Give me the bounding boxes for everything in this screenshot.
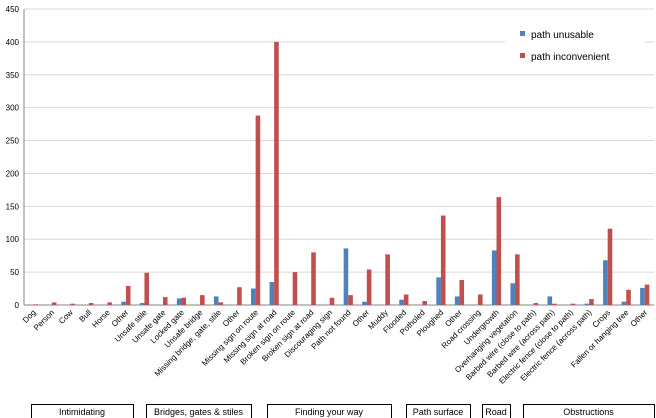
bar-path-inconvenient <box>70 303 75 305</box>
bar-path-inconvenient <box>348 295 353 305</box>
category-group-box <box>146 404 252 418</box>
x-tick-label: Person <box>32 308 56 332</box>
bar-path-unusable <box>269 281 275 305</box>
category-group-box <box>482 404 511 418</box>
bar-path-inconvenient <box>607 228 613 305</box>
y-tick-label: 450 <box>6 5 20 14</box>
bar-path-inconvenient <box>125 285 131 305</box>
bar-path-inconvenient <box>459 280 465 305</box>
bar-path-inconvenient <box>311 252 316 305</box>
category-group-label: Finding your way <box>295 407 364 417</box>
category-group-box <box>406 404 471 418</box>
bar-path-unusable <box>584 303 590 305</box>
bar-path-inconvenient <box>533 303 539 305</box>
bar-path-unusable <box>491 250 497 305</box>
bar-path-inconvenient <box>589 299 594 305</box>
x-tick-label: Other <box>629 308 650 329</box>
bar-path-unusable <box>251 288 256 305</box>
x-tick-label: Cow <box>57 308 75 326</box>
category-group-box <box>267 404 392 418</box>
y-tick-label: 50 <box>10 268 19 277</box>
bar-path-inconvenient <box>644 284 650 305</box>
bar-path-unusable <box>640 287 645 305</box>
bar-path-inconvenient <box>626 289 631 305</box>
category-group-box <box>523 404 655 418</box>
legend-entry: path unusable <box>531 30 594 41</box>
bar-path-inconvenient <box>570 303 576 305</box>
bar-path-inconvenient <box>88 303 94 305</box>
bar-path-inconvenient <box>107 302 112 305</box>
bar-path-inconvenient <box>274 41 279 305</box>
category-group-label: Bridges, gates & stiles <box>154 407 244 417</box>
y-tick-label: 350 <box>6 71 20 80</box>
bar-path-unusable <box>603 260 608 305</box>
bar-path-unusable <box>176 298 182 305</box>
bar-path-unusable <box>621 301 627 305</box>
bar-path-unusable <box>399 299 404 305</box>
bar-path-inconvenient <box>496 197 502 305</box>
category-group-label: Intimidating <box>59 407 105 417</box>
bar-path-inconvenient <box>237 287 242 305</box>
y-tick-label: 200 <box>6 169 20 178</box>
category-group-box <box>31 404 134 418</box>
x-tick-label: Horse <box>90 308 112 330</box>
bar-path-inconvenient <box>366 269 372 305</box>
legend-entry: path inconvenient <box>531 52 610 63</box>
y-tick-label: 400 <box>6 38 20 47</box>
bar-path-inconvenient <box>515 254 520 305</box>
bar-path-unusable <box>436 277 441 305</box>
bar-path-unusable <box>213 296 219 305</box>
bar-path-inconvenient <box>477 294 483 305</box>
bar-path-inconvenient <box>552 303 557 305</box>
bar-path-inconvenient <box>255 115 261 305</box>
bar-path-unusable <box>139 303 145 305</box>
bar-path-inconvenient <box>181 297 187 305</box>
bar-path-inconvenient <box>218 302 224 305</box>
y-tick-label: 300 <box>6 104 20 113</box>
y-tick-label: 0 <box>15 301 20 310</box>
bar-path-inconvenient <box>440 215 446 305</box>
bar-path-unusable <box>510 283 516 305</box>
bar-path-unusable <box>343 248 349 305</box>
category-group-label: Road <box>485 407 507 417</box>
bar-path-inconvenient <box>144 272 150 305</box>
bar-path-unusable <box>454 296 460 305</box>
bar-path-inconvenient <box>329 297 335 305</box>
bar-path-inconvenient <box>200 295 205 305</box>
bar-path-inconvenient <box>422 301 427 305</box>
category-groups: Intimidating Bridges, gates & stiles Findi… <box>31 404 655 418</box>
bar-path-inconvenient <box>292 272 298 305</box>
bar-path-inconvenient <box>33 304 38 305</box>
bars <box>33 41 650 305</box>
legend-box <box>505 20 645 72</box>
gridlines <box>24 8 654 273</box>
y-axis-tick-labels: 0 50 100 150 200 250 300 350 400 450 <box>6 5 20 310</box>
legend: path unusable path inconvenient <box>505 20 645 72</box>
category-group-label: Obstructions <box>563 407 614 417</box>
y-tick-label: 150 <box>6 202 20 211</box>
y-tick-label: 100 <box>6 235 20 244</box>
legend-swatch <box>520 53 525 58</box>
bar-path-unusable <box>121 301 126 305</box>
legend-swatch <box>520 31 525 36</box>
bar-path-inconvenient <box>51 302 57 305</box>
bar-path-unusable <box>362 301 367 305</box>
bar-path-inconvenient <box>385 254 390 305</box>
bar-path-inconvenient <box>403 294 409 305</box>
category-group-label: Path surface <box>413 407 464 417</box>
bar-path-inconvenient <box>162 297 168 305</box>
bar-path-unusable <box>547 296 553 305</box>
y-tick-label: 250 <box>6 137 20 146</box>
